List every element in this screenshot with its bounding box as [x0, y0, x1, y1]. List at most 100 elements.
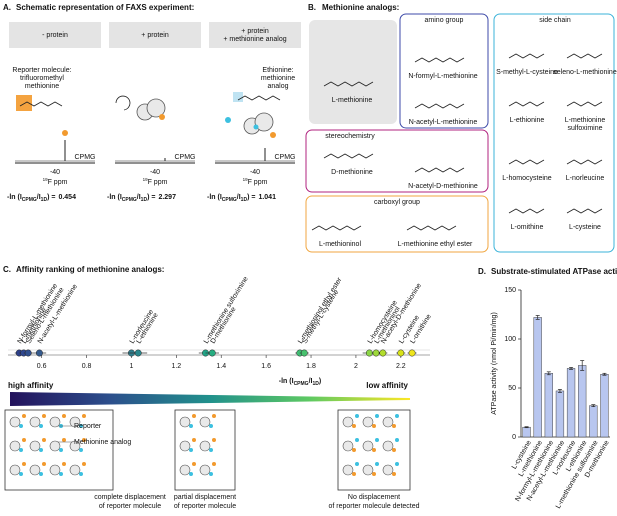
structure: [311, 225, 362, 231]
structure: [414, 57, 465, 63]
point-label: S-methyl-L-cysteine: [302, 289, 341, 345]
analog-label: Ethionine:: [262, 67, 293, 74]
formula-part: CPMG: [122, 197, 137, 203]
formula-part: ): [319, 378, 321, 385]
formula-part: ) =: [47, 194, 55, 201]
formula-part: /I: [137, 194, 141, 201]
compound-name: N-acetyl-D-methionine: [408, 183, 478, 190]
protein: [29, 464, 41, 476]
analog: [19, 472, 23, 476]
compound-name: L-methioninol: [319, 241, 361, 248]
analog: [225, 117, 231, 123]
analog: [59, 472, 63, 476]
compound-name: L-homocysteine: [502, 175, 552, 182]
compound-name: N-acetyl-L-methionine: [409, 119, 478, 126]
condition-box: [109, 22, 201, 48]
compound-name: L-omithine: [511, 224, 544, 231]
protein: [382, 464, 394, 476]
group-label: amino group: [425, 17, 464, 24]
data-point: [379, 349, 387, 357]
axis-unit: 19F ppm: [243, 177, 268, 186]
reporter: [372, 424, 376, 428]
formula-part: 1D: [312, 381, 319, 387]
bar: [544, 373, 553, 438]
formula-part: 1D: [141, 197, 148, 203]
reporter: [352, 424, 356, 428]
data-point: [300, 349, 308, 357]
analog: [79, 448, 83, 452]
analog: [79, 472, 83, 476]
y-tick-label: 100: [504, 336, 516, 343]
structure: [566, 101, 603, 107]
x-tick-label: 2: [354, 363, 358, 370]
reporter: [62, 414, 66, 418]
reporter: [192, 438, 196, 442]
state-caption: of reporter molecule detected: [328, 503, 419, 510]
state-caption: of reporter molecule: [174, 503, 236, 510]
gradient-label: high affinity: [8, 381, 54, 390]
formula-value: 2.297: [158, 194, 176, 201]
state-caption: partial displacement: [174, 494, 236, 501]
error-bar: [546, 371, 551, 376]
reporter: [192, 414, 196, 418]
reporter-label: trifluoromethyl: [20, 75, 64, 82]
analog: [375, 414, 379, 418]
analog: [79, 424, 83, 428]
panel-title: Substrate-stimulated ATPase activity:: [491, 267, 617, 276]
protein: [69, 464, 81, 476]
carboxyl-box: [305, 195, 489, 253]
compound-name: L-methionine: [565, 117, 606, 124]
protein: [199, 440, 211, 452]
x-tick-label: 1: [130, 363, 134, 370]
structure: [414, 167, 465, 173]
protein: [29, 416, 41, 428]
binding-arrow: [115, 95, 131, 111]
protein: [69, 440, 81, 452]
compound-name: L-norleucine: [566, 175, 605, 182]
protein: [146, 98, 166, 118]
protein: [9, 440, 21, 452]
panel-title: Schematic representation of FAXS experim…: [16, 3, 194, 12]
reporter: [192, 462, 196, 466]
compound-name: L-methionine ethyl ester: [398, 241, 473, 248]
x-tick-label: 1.8: [306, 363, 316, 370]
reporter: [62, 438, 66, 442]
bar: [578, 365, 587, 438]
legend-label: Methionine analog: [74, 439, 131, 446]
condition-label: + protein: [241, 28, 269, 35]
analog: [209, 424, 213, 428]
reporter: [159, 114, 165, 120]
analog: [395, 462, 399, 466]
formula-part: 1D: [241, 197, 248, 203]
formula-part: -ln (I: [107, 194, 122, 201]
equation: -ln (ICPMG/I1D) = 2.297: [107, 194, 176, 203]
formula-part: CPMG: [294, 381, 309, 387]
equation: -ln (ICPMG/I1D) = 0.454: [7, 194, 76, 203]
protein: [9, 464, 21, 476]
data-point: [372, 349, 380, 357]
reporter: [42, 462, 46, 466]
reporter: [42, 438, 46, 442]
formula-part: /I: [309, 378, 313, 385]
error-bar: [591, 404, 596, 407]
analog: [209, 472, 213, 476]
reporter: [270, 132, 276, 138]
structure: [406, 225, 457, 231]
protein: [382, 416, 394, 428]
x-tick-label: 0.8: [82, 363, 92, 370]
analog: [39, 472, 43, 476]
formula-value: 1.041: [258, 194, 276, 201]
unit-sup: 19: [143, 177, 149, 182]
compound-name: L-cysteine: [569, 224, 601, 231]
pulse-label: CPMG: [75, 154, 96, 161]
analog: [253, 124, 259, 130]
panel-letter: D.: [478, 267, 486, 276]
amino-box: [399, 13, 489, 129]
affinity-gradient: [10, 392, 410, 406]
y-axis-label: ATPase activity (nmol Pi/min/mg): [491, 312, 498, 415]
state-box: [4, 409, 114, 491]
bar: [600, 374, 609, 438]
x-tick-label: 1.2: [171, 363, 181, 370]
